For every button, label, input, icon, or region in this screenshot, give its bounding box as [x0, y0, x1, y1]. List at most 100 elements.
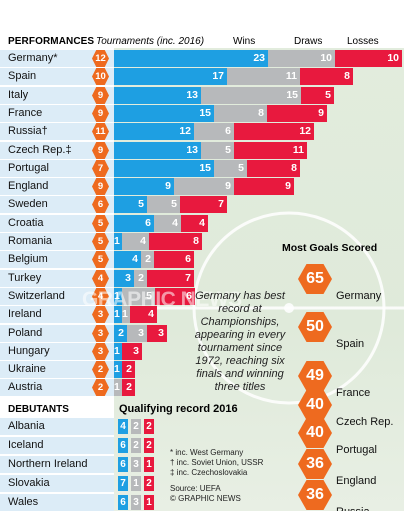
row-background	[0, 306, 114, 323]
row-background	[0, 379, 114, 396]
draws-bar: 11	[227, 68, 300, 85]
draws-bar: 2	[134, 270, 147, 287]
wins-bar: 12	[114, 123, 194, 140]
draws-bar: 1	[122, 306, 130, 323]
row-background	[0, 288, 114, 305]
draws-bar: 5	[147, 196, 180, 213]
country-label: Ireland	[8, 308, 42, 320]
qualifying-draws: 3	[131, 495, 141, 510]
losses-bar: 4	[181, 215, 208, 232]
wins-bar: 4	[114, 251, 141, 268]
country-label: France	[8, 107, 43, 119]
country-label: Austria	[8, 381, 43, 393]
draws-bar: 5	[201, 142, 234, 159]
wins-bar: 1	[114, 306, 122, 323]
row-background	[0, 437, 114, 454]
tournaments-hex: 3	[92, 325, 109, 342]
wins-bar: 23	[114, 50, 268, 67]
row-background	[0, 50, 114, 67]
qualifying-wins: 6	[118, 438, 128, 453]
tournaments-hex: 6	[92, 196, 109, 213]
wins-bar: 3	[114, 270, 134, 287]
country-label: Belgium	[8, 253, 48, 265]
draws-bar: 15	[201, 87, 301, 104]
losses-bar: 8	[247, 160, 300, 177]
qualifying-draws: 3	[131, 457, 141, 472]
source-label: Source: UEFA	[170, 484, 221, 493]
wins-bar: 1	[114, 343, 122, 360]
row-background	[0, 456, 114, 473]
wins-bar: 15	[114, 160, 214, 177]
country-label: Croatia	[8, 217, 44, 229]
losses-bar: 9	[267, 105, 327, 122]
losses-bar: 8	[149, 233, 202, 250]
performances-header: PERFORMANCES	[8, 36, 95, 47]
wins-bar: 5	[114, 196, 147, 213]
tournaments-hex: 11	[92, 123, 109, 140]
losses-bar: 5	[301, 87, 334, 104]
tournaments-hex: 3	[92, 306, 109, 323]
tournaments-hex: 12	[92, 50, 109, 67]
wins-bar: 15	[114, 105, 214, 122]
pitch-markings	[114, 211, 404, 405]
country-label: Slovakia	[8, 477, 50, 489]
qualifying-losses: 2	[144, 438, 154, 453]
losses-bar: 9	[234, 178, 294, 195]
draws-bar: 4	[122, 233, 149, 250]
tournaments-hex: 4	[92, 288, 109, 305]
wins-bar: 13	[114, 87, 201, 104]
row-background	[0, 142, 114, 159]
losses-bar: 12	[234, 123, 314, 140]
row-background	[0, 68, 114, 85]
row-background	[0, 418, 114, 435]
country-label: Portugal	[8, 162, 49, 174]
tournaments-hex: 5	[92, 215, 109, 232]
wins-bar: 2	[114, 325, 127, 342]
losses-bar: 2	[122, 379, 135, 396]
wins-header: Wins	[233, 36, 256, 47]
qualifying-draws: 2	[131, 438, 141, 453]
draws-bar: 4	[154, 215, 181, 232]
tournaments-hex: 5	[92, 233, 109, 250]
row-background	[0, 160, 114, 177]
row-background	[0, 123, 114, 140]
country-label: Italy	[8, 89, 29, 101]
most-goals-header: Most Goals Scored	[282, 242, 378, 254]
tournaments-hex: 2	[92, 361, 109, 378]
country-label: Switzerland	[8, 290, 65, 302]
footnote-west-germany: * inc. West Germany	[170, 448, 244, 457]
row-background	[0, 325, 114, 342]
draws-bar: 1	[114, 379, 122, 396]
goals-country-label: England	[336, 475, 377, 487]
losses-bar: 8	[300, 68, 353, 85]
goals-country-label: Russia	[336, 506, 370, 511]
row-background	[0, 178, 114, 195]
tournaments-header: Tournaments (inc. 2016)	[96, 36, 205, 47]
country-label: Romania	[8, 235, 53, 247]
goals-country-label: France	[336, 387, 371, 399]
wins-bar: 1	[114, 288, 122, 305]
country-label: Russia†	[8, 125, 48, 137]
qualifying-draws: 1	[131, 476, 141, 491]
row-background	[0, 233, 114, 250]
goals-country-label: Portugal	[336, 444, 377, 456]
row-background	[0, 251, 114, 268]
losses-bar: 6	[154, 251, 194, 268]
losses-bar: 7	[180, 196, 227, 213]
tournaments-hex: 7	[92, 160, 109, 177]
qualifying-losses: 1	[144, 495, 154, 510]
qualifying-wins: 4	[118, 419, 128, 434]
tournaments-hex: 5	[92, 251, 109, 268]
footnote-soviet-union: † inc. Soviet Union, USSR	[170, 458, 264, 467]
country-label: Germany*	[8, 52, 58, 64]
draws-bar: 5	[214, 160, 247, 177]
losses-bar: 6	[155, 288, 195, 305]
country-label: Iceland	[8, 439, 44, 451]
qualifying-losses: 2	[144, 476, 154, 491]
country-label: Ukraine	[8, 363, 46, 375]
tournaments-hex: 9	[92, 87, 109, 104]
country-label: Hungary	[8, 345, 50, 357]
tournaments-hex: 9	[92, 105, 109, 122]
draws-bar: 5	[122, 288, 155, 305]
wins-bar: 13	[114, 142, 201, 159]
